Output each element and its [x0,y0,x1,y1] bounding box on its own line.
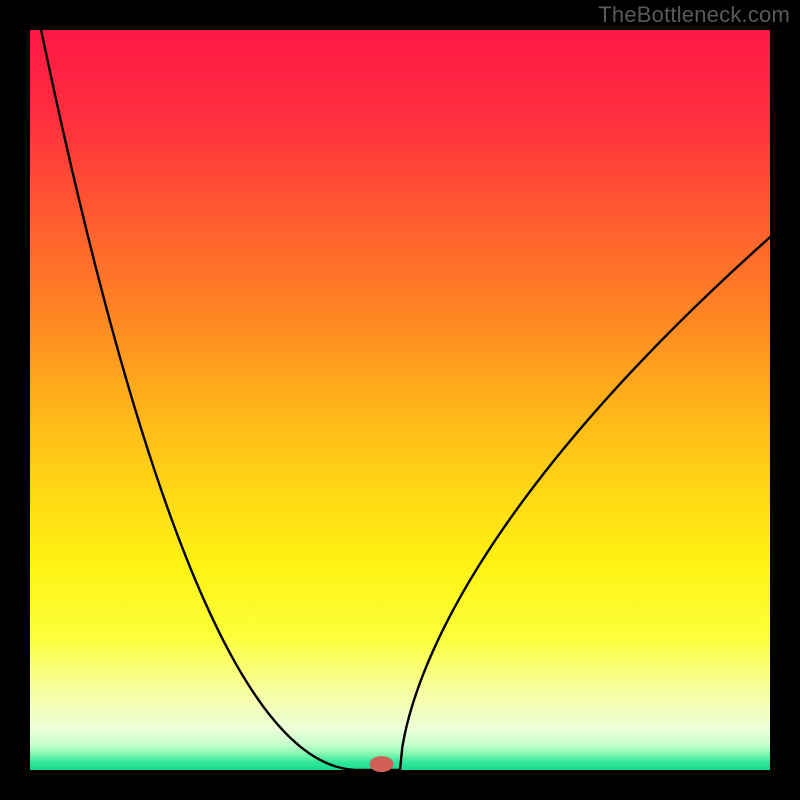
bottleneck-chart [0,0,800,800]
chart-stage: TheBottleneck.com [0,0,800,800]
watermark-text: TheBottleneck.com [598,2,790,28]
plot-background [30,30,770,770]
optimum-marker [370,756,394,772]
